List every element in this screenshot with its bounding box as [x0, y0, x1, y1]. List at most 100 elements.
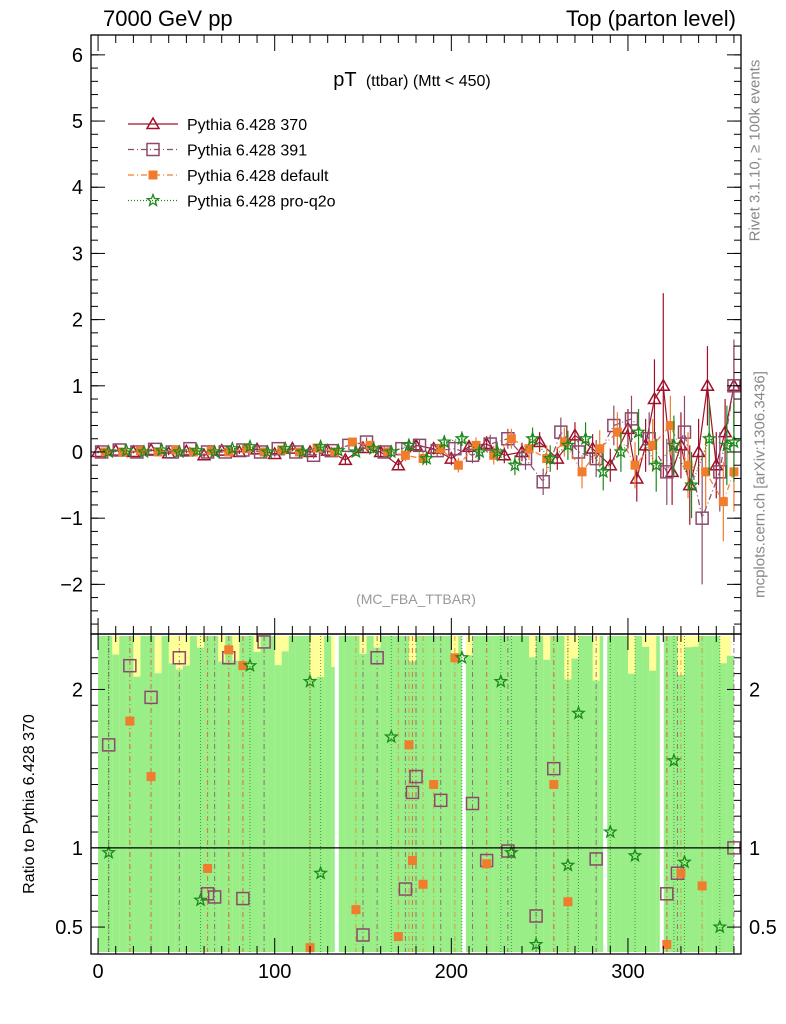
- ratio-point: [493, 673, 509, 688]
- ratio-band-inner: [196, 647, 205, 952]
- main-series-3: [101, 402, 742, 519]
- analysis-watermark: (MC_FBA_TTBAR): [356, 591, 476, 607]
- data-point: [726, 434, 742, 449]
- ratio-point: [172, 651, 187, 665]
- ratio-point: [238, 661, 248, 671]
- ratio-band-gap: [461, 636, 466, 952]
- data-point: [507, 457, 523, 472]
- ratio-point: [207, 890, 222, 904]
- legend-marker: [146, 142, 160, 157]
- ratio-point: [236, 891, 250, 906]
- data-point: [118, 447, 128, 457]
- ratio-band-inner: [281, 651, 289, 952]
- x-tick-label: 0: [93, 961, 104, 983]
- data-point: [101, 444, 117, 459]
- ratio-band-inner: [451, 654, 459, 952]
- ratio-band-inner: [585, 636, 593, 952]
- legend-marker: [145, 192, 161, 207]
- data-point: [412, 438, 427, 453]
- ratio-point: [356, 928, 370, 942]
- ratio-point: [429, 779, 439, 789]
- data-point: [277, 440, 293, 455]
- y-tick-label: −1: [60, 508, 83, 530]
- ratio-point: [602, 824, 618, 839]
- y-tick-label: 3: [72, 243, 83, 265]
- data-point: [400, 450, 410, 460]
- ratio-band-inner: [175, 669, 183, 952]
- data-point: [577, 467, 587, 477]
- ratio-band-inner: [140, 636, 148, 952]
- ratio-y-tick-label: 0.5: [55, 917, 83, 939]
- ratio-point: [257, 635, 271, 649]
- ratio-band-inner: [507, 636, 515, 952]
- ratio-band-inner: [373, 647, 381, 952]
- ratio-point: [125, 716, 135, 726]
- ratio-band-inner: [98, 636, 106, 952]
- data-point: [448, 441, 462, 456]
- data-point: [695, 511, 709, 525]
- legend-label: Pythia 6.428 370: [187, 117, 307, 134]
- ratio-point: [528, 936, 544, 951]
- ratio-band-inner: [161, 636, 169, 952]
- legend-entry: Pythia 6.428 pro-q2o: [128, 192, 336, 211]
- legend-entry: Pythia 6.428 391: [128, 143, 307, 160]
- ratio-band-inner: [295, 636, 303, 952]
- data-point: [391, 457, 406, 471]
- ratio-band-inner: [719, 663, 727, 952]
- ratio-band-inner: [366, 636, 374, 952]
- ratio-y-tick-label: 2: [72, 679, 83, 701]
- ratio-band-inner: [472, 636, 480, 952]
- main-series-1: [94, 339, 741, 585]
- legend-label: Pythia 6.428 default: [187, 168, 329, 185]
- data-point: [713, 465, 727, 479]
- ratio-point: [351, 905, 361, 915]
- data-point: [313, 438, 329, 453]
- ratio-point: [193, 892, 208, 907]
- data-point: [660, 465, 674, 479]
- ratio-band-inner: [691, 646, 699, 952]
- ratio-point: [482, 859, 492, 869]
- ratio-band-inner: [486, 636, 494, 952]
- ratio-band-inner: [670, 636, 678, 952]
- ratio-band-inner: [274, 665, 282, 952]
- ratio-point: [370, 651, 384, 665]
- ratio-band-inner: [345, 636, 353, 952]
- ratio-band-inner: [338, 636, 346, 952]
- data-point: [453, 460, 463, 470]
- data-point: [542, 450, 558, 466]
- data-point: [348, 444, 364, 459]
- data-point: [472, 444, 488, 459]
- ratio-point: [677, 854, 692, 869]
- data-point: [578, 430, 594, 446]
- ratio-band-inner: [458, 636, 466, 952]
- data-point: [524, 444, 534, 454]
- ratio-point: [144, 690, 158, 705]
- ratio-band-inner: [387, 636, 395, 952]
- ratio-series-group: [91, 635, 741, 953]
- y-tick-label: 2: [72, 310, 83, 332]
- data-point: [277, 445, 287, 455]
- data-point: [630, 460, 640, 470]
- ratio-band-inner: [557, 636, 565, 952]
- data-point: [571, 445, 586, 459]
- ratio-point: [101, 738, 116, 752]
- data-point: [347, 437, 357, 447]
- ratio-series-2: [101, 649, 728, 951]
- main-series-2: [100, 395, 739, 542]
- legend-label: Pythia 6.428 pro-q2o: [187, 194, 336, 211]
- data-point: [701, 430, 717, 446]
- ratio-band-inner: [423, 636, 431, 952]
- data-point: [655, 378, 671, 392]
- ratio-band-inner: [536, 636, 544, 952]
- ratio-point: [660, 887, 674, 901]
- data-point: [647, 391, 662, 405]
- ratio-band-inner: [613, 636, 621, 952]
- legend-label: Pythia 6.428 391: [187, 143, 307, 160]
- ratio-band-inner: [635, 636, 643, 952]
- data-point: [241, 444, 251, 454]
- ratio-band-inner: [246, 636, 254, 952]
- ratio-band-inner: [267, 636, 275, 952]
- ratio-band-inner: [649, 670, 657, 952]
- data-point: [532, 434, 547, 448]
